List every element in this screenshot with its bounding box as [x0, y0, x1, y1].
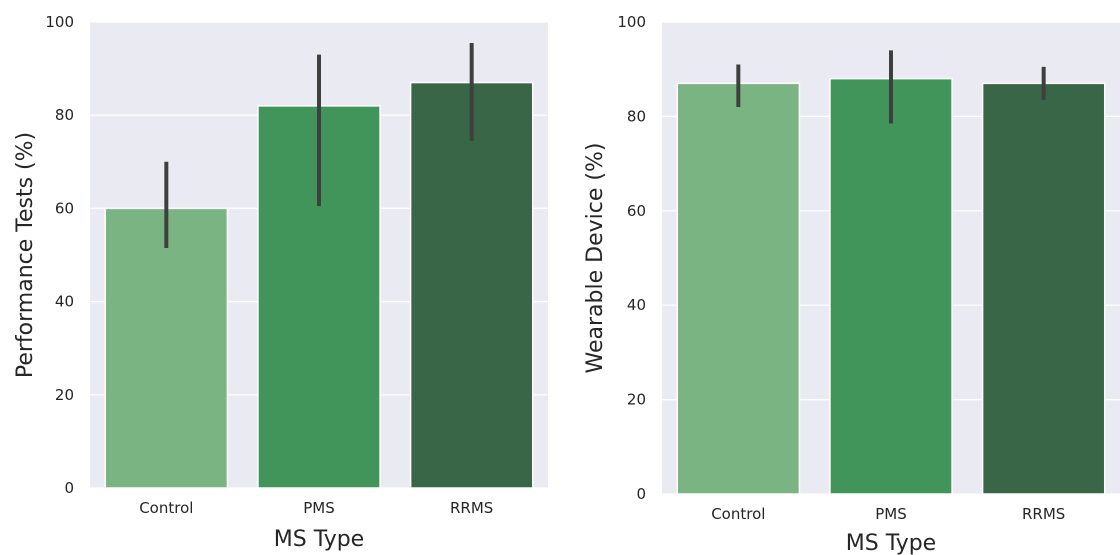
y-tick-label: 20	[55, 386, 74, 404]
x-axis-label: MS Type	[846, 531, 936, 555]
y-tick-label: 40	[55, 293, 74, 311]
chart-performance-tests: 0 20 40 60 80 100 Control PMS RRMS MS Type Perform…	[13, 13, 548, 552]
y-tick-label: 0	[636, 485, 646, 503]
x-axis-label: MS Type	[274, 527, 364, 552]
x-tick-label: RRMS	[450, 499, 493, 517]
bar-control	[104, 207, 229, 489]
y-tick-label: 40	[627, 296, 646, 314]
y-tick-label: 20	[627, 391, 646, 409]
x-tick-label: Control	[139, 499, 193, 517]
y-tick-label: 80	[627, 107, 646, 125]
x-tick-label: Control	[711, 505, 765, 523]
y-tick-label: 100	[45, 13, 74, 31]
y-tick-label: 60	[627, 202, 646, 220]
bar-rrms	[981, 82, 1106, 495]
x-tick-label: RRMS	[1022, 505, 1065, 523]
y-tick-label: 0	[64, 479, 74, 497]
chart-wearable-device: 0 20 40 60 80 100 Control PMS RRMS MS Type Wearabl…	[583, 13, 1120, 555]
bar-rrms	[409, 81, 534, 489]
x-tick-label: PMS	[875, 505, 907, 523]
x-tick-label: PMS	[303, 499, 335, 517]
y-tick-label: 100	[617, 13, 646, 31]
y-tick-label: 60	[55, 199, 74, 217]
y-tick-label: 80	[55, 106, 74, 124]
y-axis-label: Wearable Device (%)	[583, 143, 608, 374]
y-axis-label: Performance Tests (%)	[13, 132, 38, 378]
bar-control	[676, 82, 801, 495]
bar-pms	[829, 77, 953, 495]
